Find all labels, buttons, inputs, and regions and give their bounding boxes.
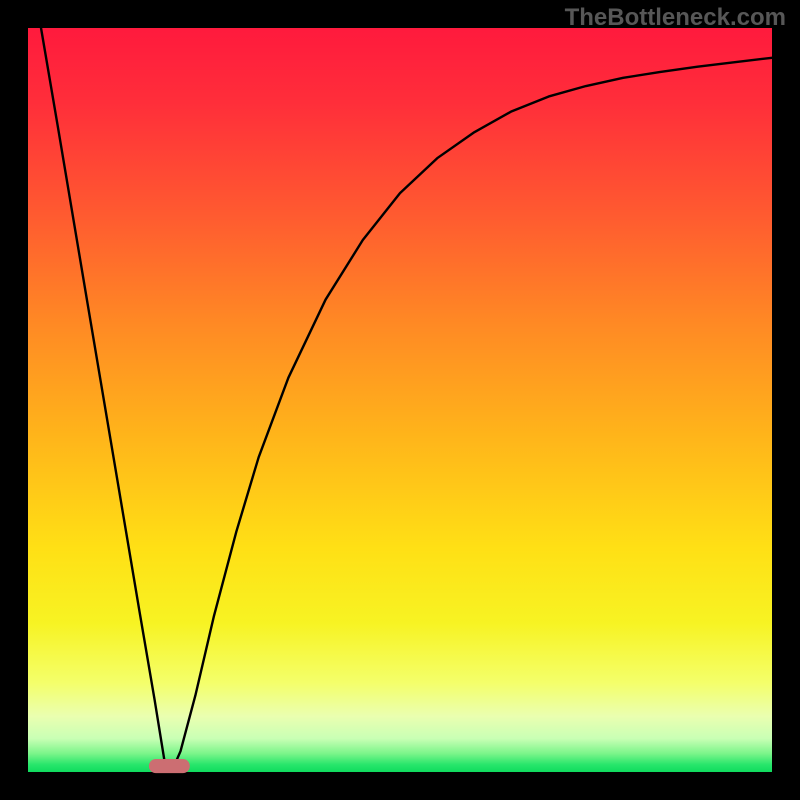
optimal-marker xyxy=(149,759,190,773)
plot-area xyxy=(28,28,772,772)
chart-container: TheBottleneck.com xyxy=(0,0,800,800)
watermark-text: TheBottleneck.com xyxy=(565,4,786,32)
bottleneck-chart xyxy=(0,0,800,800)
